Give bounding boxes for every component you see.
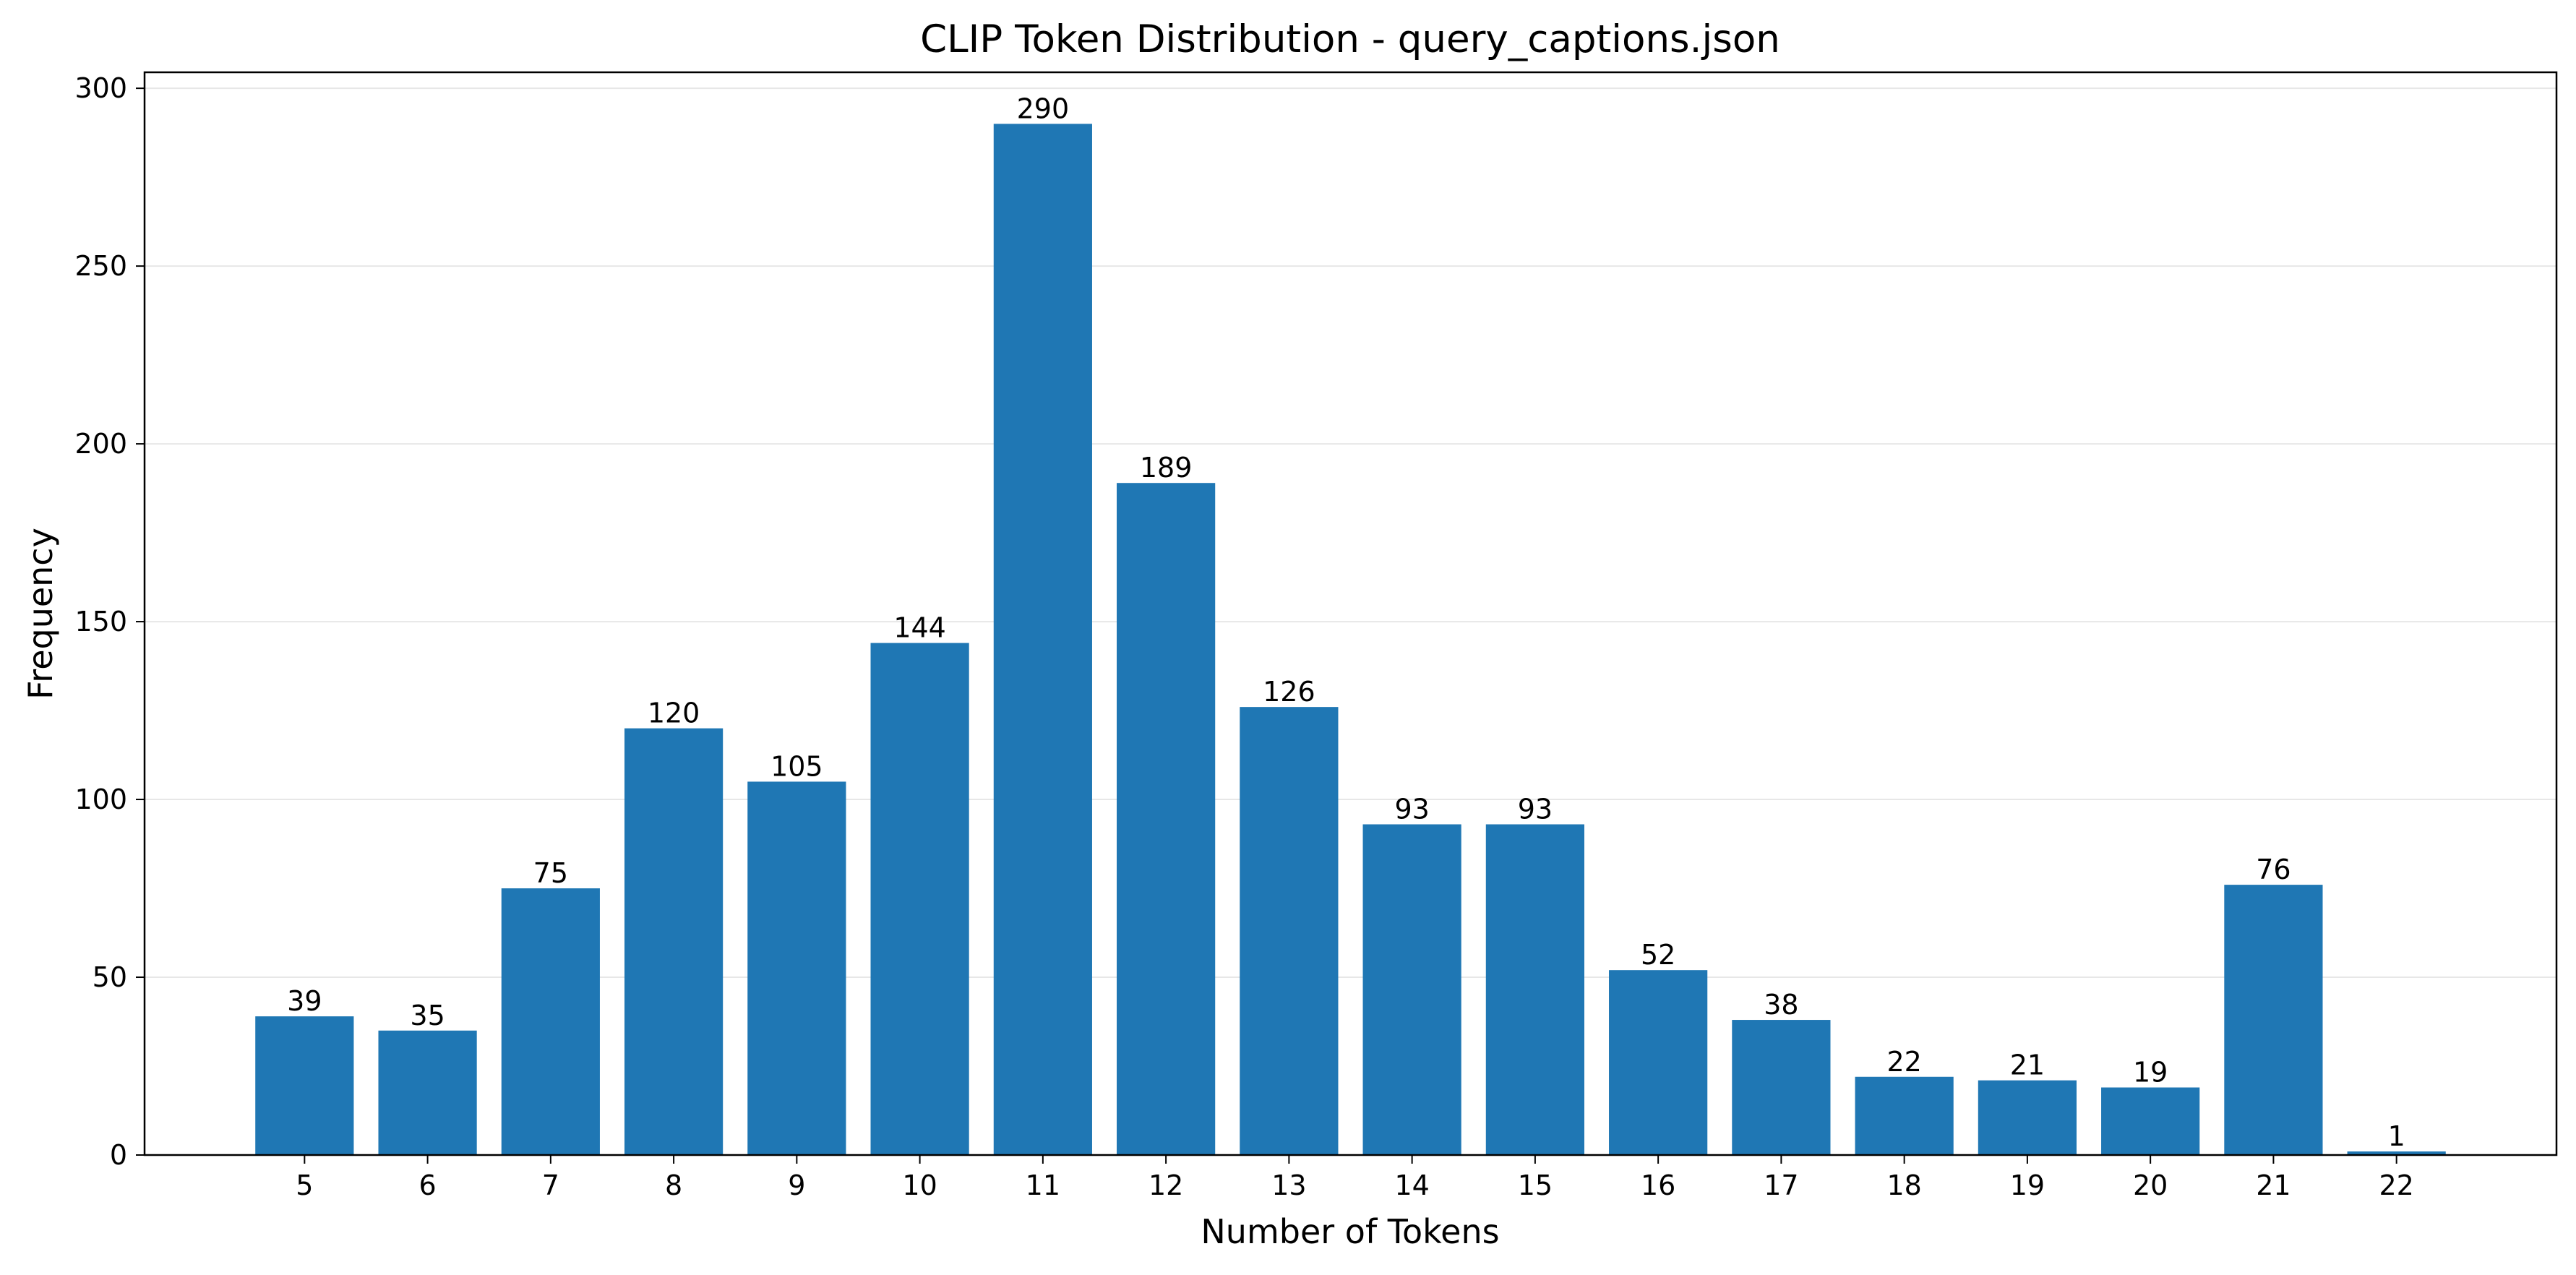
x-tick-label: 16 <box>1641 1169 1675 1201</box>
bars <box>255 124 2446 1155</box>
x-tick-label: 5 <box>296 1169 313 1201</box>
data-label-16: 52 <box>1641 939 1675 971</box>
data-label-21: 76 <box>2256 854 2291 885</box>
x-tick-label: 22 <box>2379 1169 2413 1201</box>
x-tick-label: 20 <box>2133 1169 2168 1201</box>
x-tick-label: 21 <box>2256 1169 2291 1201</box>
chart-title: CLIP Token Distribution - query_captions… <box>920 17 1780 61</box>
x-tick-label: 7 <box>542 1169 559 1201</box>
bar-19 <box>1978 1080 2077 1155</box>
y-tick-label: 200 <box>74 428 127 460</box>
data-label-11: 290 <box>1017 93 1070 124</box>
bar-7 <box>501 888 600 1155</box>
x-tick-label: 6 <box>418 1169 436 1201</box>
data-label-18: 22 <box>1886 1046 1921 1078</box>
bar-12 <box>1117 483 1216 1155</box>
bar-15 <box>1485 824 1584 1155</box>
bar-21 <box>2224 885 2323 1155</box>
y-tick-label: 150 <box>74 606 127 638</box>
data-label-13: 126 <box>1263 676 1315 708</box>
x-tick-label: 12 <box>1149 1169 1183 1201</box>
data-label-5: 39 <box>287 985 322 1017</box>
data-label-14: 93 <box>1394 793 1429 825</box>
y-axis-label: Frequency <box>21 528 60 700</box>
data-label-20: 19 <box>2133 1057 2168 1089</box>
bar-18 <box>1855 1076 1954 1155</box>
plot-frame <box>143 71 2558 1156</box>
data-label-10: 144 <box>893 612 946 644</box>
data-label-17: 38 <box>1764 989 1798 1021</box>
bar-5 <box>255 1016 354 1155</box>
x-tick-label: 11 <box>1026 1169 1060 1201</box>
x-tick-label: 8 <box>665 1169 682 1201</box>
data-label-7: 75 <box>533 857 568 889</box>
gridlines <box>145 87 2556 979</box>
y-axis-ticks: 0 50 100 150 200 250 300 <box>74 72 145 1171</box>
data-label-6: 35 <box>410 1000 445 1031</box>
y-tick-label: 300 <box>74 72 127 104</box>
bar-13 <box>1240 707 1339 1155</box>
bar-14 <box>1362 824 1461 1155</box>
data-label-22: 1 <box>2388 1120 2405 1152</box>
x-tick-label: 9 <box>788 1169 805 1201</box>
bar-17 <box>1732 1020 1831 1155</box>
bar-22 <box>2347 1151 2446 1155</box>
bar-10 <box>870 643 969 1155</box>
x-tick-label: 18 <box>1886 1169 1921 1201</box>
y-tick-label: 0 <box>110 1139 127 1171</box>
x-tick-label: 19 <box>2010 1169 2045 1201</box>
data-label-15: 93 <box>1518 793 1553 825</box>
bar-6 <box>378 1030 477 1155</box>
bar-20 <box>2101 1087 2200 1155</box>
bar-16 <box>1609 970 1708 1155</box>
y-tick-label: 50 <box>93 961 127 993</box>
bar-9 <box>747 781 846 1155</box>
data-label-12: 189 <box>1140 452 1193 484</box>
x-tick-label: 15 <box>1518 1169 1553 1201</box>
x-tick-label: 13 <box>1271 1169 1306 1201</box>
x-tick-label: 14 <box>1394 1169 1429 1201</box>
bar-11 <box>993 124 1092 1155</box>
x-tick-label: 17 <box>1764 1169 1798 1201</box>
data-label-8: 120 <box>648 697 700 729</box>
y-tick-label: 100 <box>74 784 127 815</box>
bar-8 <box>624 728 724 1155</box>
data-label-9: 105 <box>770 750 823 782</box>
data-labels: 39 35 75 120 105 144 290 189 126 93 93 52 38 22 21 19 76… <box>287 93 2405 1152</box>
x-tick-label: 10 <box>902 1169 937 1201</box>
data-label-19: 21 <box>2010 1049 2045 1081</box>
y-tick-label: 250 <box>74 250 127 282</box>
x-axis-ticks: 5 6 7 8 9 10 11 12 13 14 15 16 17 18 19 20 21 22 <box>296 1155 2414 1201</box>
x-axis-label: Number of Tokens <box>1201 1212 1499 1251</box>
